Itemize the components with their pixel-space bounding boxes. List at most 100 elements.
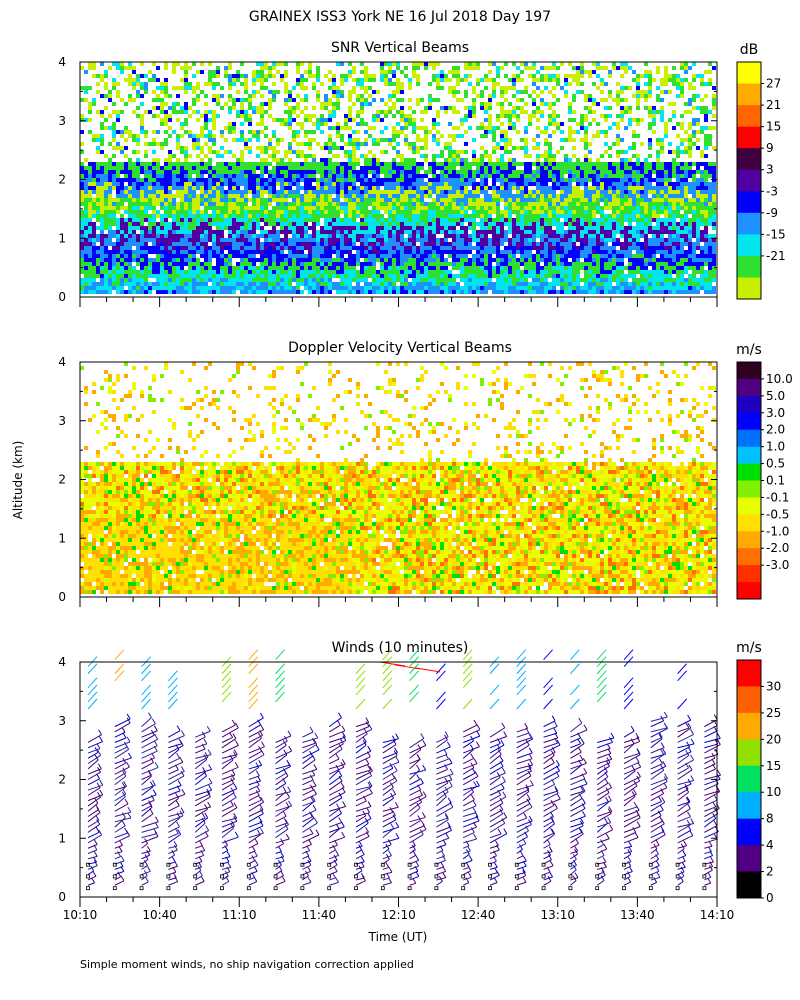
snr-cell [140, 250, 144, 254]
snr-cell [252, 222, 256, 226]
snr-cell [392, 278, 396, 282]
snr-cell [396, 62, 400, 66]
snr-cell [440, 262, 444, 266]
snr-cell [524, 282, 528, 286]
snr-cell [364, 66, 368, 70]
snr-cell [456, 74, 460, 78]
snr-cell [416, 210, 420, 214]
snr-cell [208, 214, 212, 218]
snr-cell [168, 162, 172, 166]
snr-cell [276, 90, 280, 94]
snr-cell [480, 126, 484, 130]
snr-cell [472, 170, 476, 174]
snr-cell [536, 186, 540, 190]
snr-cell [172, 222, 176, 226]
snr-cell [492, 266, 496, 270]
snr-cell [472, 282, 476, 286]
snr-cell [344, 78, 348, 82]
snr-cell [360, 186, 364, 190]
snr-cell [516, 282, 520, 286]
snr-cell [124, 174, 128, 178]
snr-cell [512, 126, 516, 130]
snr-cell [356, 114, 360, 118]
snr-cell [304, 202, 308, 206]
snr-cell [184, 214, 188, 218]
snr-cell [352, 150, 356, 154]
snr-cell [184, 278, 188, 282]
snr-cell [480, 158, 484, 162]
snr-cell [420, 226, 424, 230]
snr-cell [316, 166, 320, 170]
snr-cell [364, 70, 368, 74]
snr-cell [420, 126, 424, 130]
snr-cell [392, 126, 396, 130]
snr-cell [116, 246, 120, 250]
snr-cell [268, 142, 272, 146]
snr-cell [168, 210, 172, 214]
snr-cell [476, 278, 480, 282]
snr-cell [364, 194, 368, 198]
snr-cell [328, 198, 332, 202]
snr-cell [360, 206, 364, 210]
snr-cell [392, 198, 396, 202]
snr-cell [516, 242, 520, 246]
snr-cell [436, 98, 440, 102]
snr-cell [92, 66, 96, 70]
snr-cell [196, 94, 200, 98]
snr-cell [352, 118, 356, 122]
snr-cell [296, 162, 300, 166]
snr-cell [360, 278, 364, 282]
snr-cell [260, 174, 264, 178]
snr-cell [480, 270, 484, 274]
snr-cell [348, 190, 352, 194]
snr-cell [468, 74, 472, 78]
snr-cell [112, 134, 116, 138]
snr-cell [128, 278, 132, 282]
snr-cell [468, 222, 472, 226]
snr-cell [460, 202, 464, 206]
snr-cell [100, 282, 104, 286]
snr-cell [296, 130, 300, 134]
snr-cell [412, 258, 416, 262]
snr-cell [356, 274, 360, 278]
snr-cell [380, 202, 384, 206]
snr-cell [340, 206, 344, 210]
snr-cell [120, 198, 124, 202]
snr-cell [416, 262, 420, 266]
snr-cell [268, 278, 272, 282]
snr-cell [296, 182, 300, 186]
snr-cell [300, 254, 304, 258]
snr-cell [204, 206, 208, 210]
snr-cell [240, 206, 244, 210]
snr-cell [468, 286, 472, 290]
snr-cell [316, 250, 320, 254]
snr-cell [80, 198, 84, 202]
snr-cell [148, 110, 152, 114]
snr-cell [548, 154, 552, 158]
snr-cell [228, 278, 232, 282]
snr-cell [272, 238, 276, 242]
snr-cell [420, 154, 424, 158]
snr-cell [472, 106, 476, 110]
snr-cell [216, 202, 220, 206]
snr-cell [88, 254, 92, 258]
snr-cell [480, 190, 484, 194]
snr-cell [408, 98, 412, 102]
snr-cell [160, 106, 164, 110]
snr-cell [304, 282, 308, 286]
snr-cell [364, 278, 368, 282]
snr-cell [520, 198, 524, 202]
snr-cell [296, 242, 300, 246]
snr-cell [376, 182, 380, 186]
snr-cell [304, 274, 308, 278]
snr-cell [200, 62, 204, 66]
snr-cell [152, 158, 156, 162]
snr-cell [188, 242, 192, 246]
snr-cell [272, 290, 276, 294]
snr-cell [484, 238, 488, 242]
snr-cell [236, 158, 240, 162]
snr-cell [104, 182, 108, 186]
snr-cell [548, 186, 552, 190]
snr-cell [468, 202, 472, 206]
snr-cell [516, 90, 520, 94]
